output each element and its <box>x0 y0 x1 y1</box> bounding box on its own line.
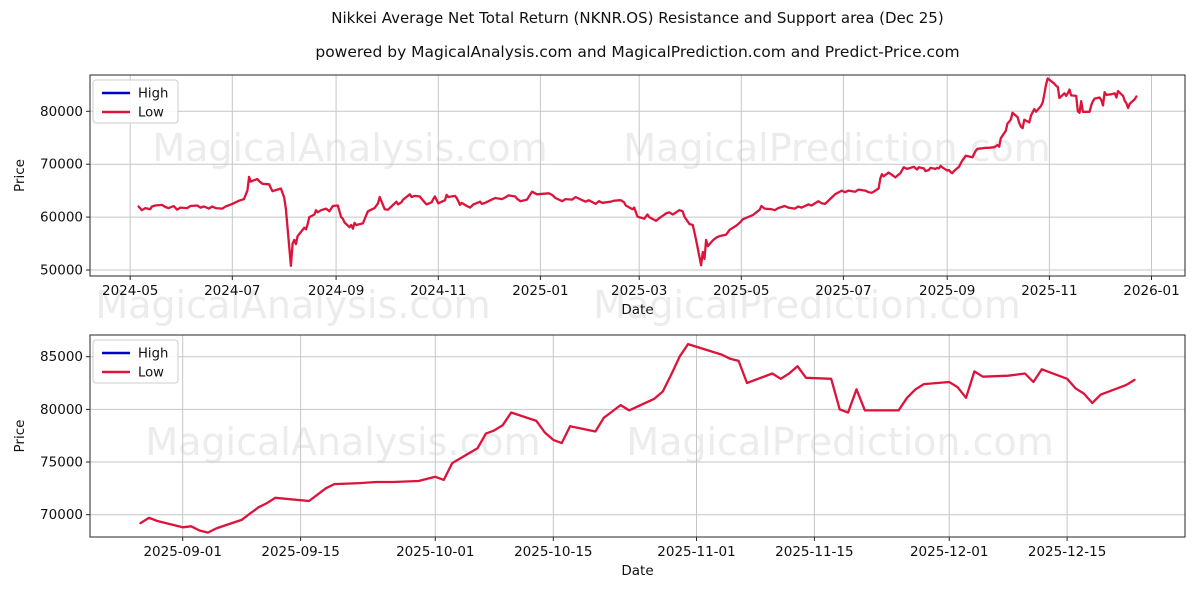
x-tick-label: 2025-09-01 <box>143 544 221 560</box>
x-tick-label: 2025-12-01 <box>910 544 988 560</box>
x-tick-label: 2025-01 <box>512 283 568 299</box>
x-tick-label: 2025-11 <box>1021 283 1077 299</box>
x-tick-label: 2025-05 <box>713 283 769 299</box>
x-axis-label: Date <box>621 563 653 579</box>
plot-border <box>89 74 1186 277</box>
x-tick-label: 2025-11-01 <box>657 544 735 560</box>
low-line <box>137 77 1138 267</box>
legend-label-low: Low <box>138 106 164 121</box>
x-tick-label: 2025-12-15 <box>1028 544 1106 560</box>
y-axis-label: Price <box>12 420 28 453</box>
x-axis-label: Date <box>621 302 653 318</box>
y-tick-label: 85000 <box>40 349 83 365</box>
legend-label-low: Low <box>138 366 164 381</box>
x-tick-label: 2025-03 <box>611 283 667 299</box>
watermark-text: MagicalAnalysis.com <box>95 283 490 327</box>
y-tick-label: 70000 <box>40 507 83 523</box>
y-tick-label: 50000 <box>40 263 83 279</box>
chart-title: Nikkei Average Net Total Return (NKNR.OS… <box>331 9 944 27</box>
y-tick-label: 75000 <box>40 455 83 471</box>
x-tick-label: 2025-07 <box>815 283 871 299</box>
chart-subtitle: powered by MagicalAnalysis.com and Magic… <box>315 43 960 61</box>
x-tick-label: 2024-05 <box>102 283 158 299</box>
watermark-text: MagicalPrediction.com <box>593 283 1021 327</box>
legend-label-high: High <box>138 87 168 102</box>
x-tick-label: 2024-09 <box>308 283 364 299</box>
y-tick-label: 70000 <box>40 157 83 173</box>
x-tick-label: 2025-11-15 <box>775 544 853 560</box>
y-tick-label: 80000 <box>40 402 83 418</box>
x-tick-label: 2026-01 <box>1123 283 1179 299</box>
watermark-text: MagicalAnalysis.com <box>152 126 547 170</box>
y-tick-label: 60000 <box>40 210 83 226</box>
watermark-text: MagicalPrediction.com <box>626 420 1054 464</box>
x-tick-label: 2025-10-15 <box>514 544 592 560</box>
y-tick-label: 80000 <box>40 104 83 120</box>
x-tick-label: 2025-10-01 <box>396 544 474 560</box>
legend-label-high: High <box>138 347 168 362</box>
x-tick-label: 2025-09-15 <box>261 544 339 560</box>
low-line <box>139 342 1136 534</box>
x-tick-label: 2025-09 <box>919 283 975 299</box>
watermark-text: MagicalAnalysis.com <box>145 420 540 464</box>
y-axis-label: Price <box>12 159 28 192</box>
x-tick-label: 2024-11 <box>410 283 466 299</box>
plot-border <box>89 334 1186 538</box>
x-tick-label: 2024-07 <box>204 283 260 299</box>
